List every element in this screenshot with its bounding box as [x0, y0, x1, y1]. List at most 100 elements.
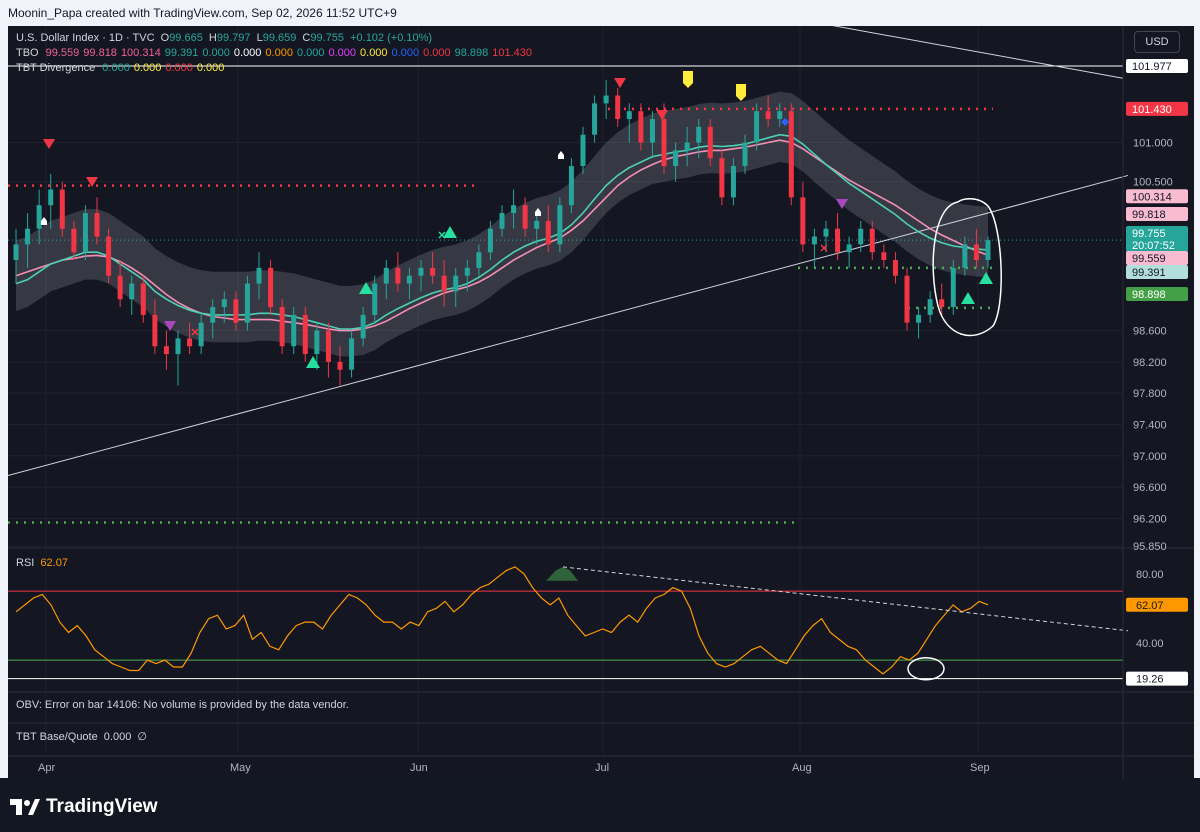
tbo-value: 101.430 [492, 47, 533, 59]
candle-body [129, 283, 135, 300]
price-label-box [1126, 207, 1188, 221]
candle-body [823, 228, 829, 237]
rsi-line [15, 566, 989, 675]
bull-marker [41, 217, 47, 225]
candle-body [603, 95, 609, 104]
buy-signal-marker [979, 272, 993, 284]
price-tick-label: 96.600 [1133, 482, 1167, 494]
low-value: 99.659 [262, 32, 297, 44]
candle-body [395, 267, 401, 284]
chart-frame: 101.000 100.500 98.600 98.200 97.800 97.400 97… [8, 26, 1194, 778]
price-tick-label: 101.000 [1133, 138, 1173, 150]
buy-signal-marker [443, 226, 457, 238]
sell-signal-marker [656, 110, 668, 120]
rising-trendline [8, 174, 1129, 476]
candlesticks [13, 79, 991, 386]
tradingview-logo[interactable]: TradingView [10, 796, 158, 818]
falling-trendline [832, 26, 1124, 79]
footer-logo-text: TradingView [46, 796, 158, 817]
candle-body [256, 267, 262, 284]
high-value: 99.797 [216, 32, 251, 44]
candle-body [464, 267, 470, 276]
low-label: L [256, 32, 263, 44]
open-label: O [160, 32, 170, 44]
pane-separators [8, 26, 1194, 778]
tbo-value: 0.000 [233, 47, 262, 59]
diamond-marker [781, 118, 789, 126]
tbo-value: 0.000 [328, 47, 357, 59]
candle-body [314, 330, 320, 355]
annotation-circle [932, 198, 1002, 337]
price-label-text: 98.898 [1132, 289, 1166, 301]
chart-canvas[interactable]: 101.000 100.500 98.600 98.200 97.800 97.400 97… [8, 26, 1194, 778]
candle-body [985, 240, 991, 261]
candle-body [453, 275, 459, 292]
divergence-value: 0.000 [165, 62, 193, 74]
candle-body [904, 275, 910, 323]
candle-body [835, 228, 841, 253]
candle-body [48, 189, 54, 206]
divergence-value: 0.000 [102, 62, 130, 74]
signal-markers [41, 71, 993, 368]
divergence-legend: TBT Divergence 0.000 0.000 0.000 0.000 [16, 62, 227, 74]
candle-body [916, 314, 922, 323]
price-label-text: 100.314 [1132, 191, 1172, 203]
sell-signal-marker [836, 199, 848, 209]
candle-body [210, 307, 216, 323]
obv-legend: OBV: Error on bar 14106: No volume is pr… [16, 699, 352, 711]
candle-body [811, 236, 817, 245]
base-quote-legend: TBT Base/Quote 0.000 ∅ [16, 730, 150, 743]
candle-body [696, 126, 702, 143]
candle-body [661, 119, 667, 167]
candle-body [82, 213, 88, 253]
buy-signal-marker [306, 356, 320, 368]
candle-body [673, 150, 679, 167]
candle-body [268, 267, 274, 308]
candle-body [800, 197, 806, 245]
candle-body [777, 111, 783, 120]
candle-body [360, 314, 366, 339]
candle-body [499, 213, 505, 229]
currency-button[interactable]: USD [1134, 31, 1180, 53]
rsi-tick-label: 80.00 [1136, 569, 1164, 581]
candle-body [441, 275, 447, 292]
tbo-value: 0.000 [265, 47, 293, 59]
tradingview-logo-icon [10, 799, 40, 815]
candle-body [383, 267, 389, 284]
rsi-name: RSI [16, 557, 35, 569]
price-axis[interactable]: 101.000 100.500 98.600 98.200 97.800 97.400 97… [1126, 59, 1188, 686]
time-tick-label: May [230, 762, 251, 774]
open-value: 99.665 [169, 32, 203, 44]
price-label-box [1126, 59, 1188, 73]
time-tick-label: Jun [410, 762, 428, 774]
rsi-pane [8, 566, 1129, 681]
candle-body [927, 299, 933, 315]
candle-body [522, 205, 528, 229]
candle-body [788, 111, 794, 198]
candle-body [881, 252, 887, 261]
tbo-value: 99.559 [45, 47, 80, 59]
candle-body [950, 267, 956, 308]
divergence-marker [683, 71, 693, 88]
rsi-legend: RSI 62.07 [16, 557, 71, 569]
price-tick-label: 98.200 [1133, 357, 1167, 369]
candle-body [534, 220, 540, 229]
candle-body [140, 283, 146, 315]
candle-body [545, 220, 551, 245]
candle-body [730, 166, 736, 198]
cross-marker [820, 244, 828, 252]
candle-body [163, 346, 169, 355]
candle-body [638, 111, 644, 143]
candle-body [117, 275, 123, 300]
sell-signal-marker [164, 321, 176, 331]
price-tick-label: 100.500 [1133, 177, 1173, 189]
buy-signal-marker [961, 292, 975, 304]
candle-body [742, 142, 748, 167]
candle-body [279, 307, 285, 347]
buy-signal-marker [359, 282, 373, 294]
price-tick-label: 97.000 [1133, 451, 1167, 463]
time-axis[interactable]: Apr May Jun Jul Aug Sep [38, 762, 990, 774]
base-quote-name: TBT Base/Quote [16, 731, 98, 743]
price-label-text: 99.559 [1132, 253, 1166, 265]
candle-body [846, 244, 852, 253]
